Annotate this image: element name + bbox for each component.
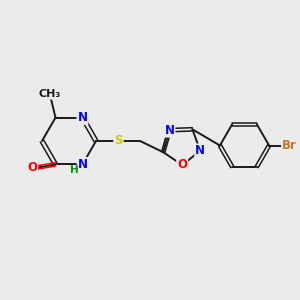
Text: N: N: [77, 111, 88, 124]
Text: N: N: [195, 144, 205, 158]
Text: S: S: [114, 134, 123, 148]
Text: CH₃: CH₃: [39, 88, 61, 99]
Text: O: O: [177, 158, 187, 172]
Text: N: N: [164, 124, 175, 136]
Text: H: H: [70, 165, 79, 175]
Text: O: O: [27, 161, 37, 174]
Text: N: N: [77, 158, 88, 171]
Text: Br: Br: [282, 139, 297, 152]
